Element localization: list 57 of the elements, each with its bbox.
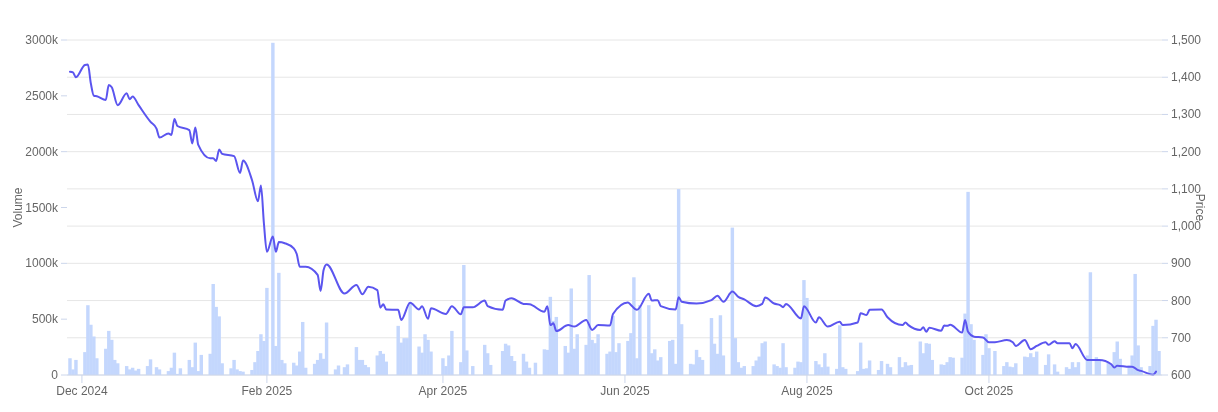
y-tick-label: 1500k (25, 200, 59, 215)
bar (638, 305, 642, 375)
y-tick-label: 2000k (25, 144, 59, 159)
y-tick-label: 0 (51, 368, 59, 382)
bar (265, 287, 269, 375)
y2-tick-label: 1,100 (1171, 181, 1202, 196)
bar (1154, 319, 1158, 375)
bar (781, 343, 785, 375)
y-tick-label: 2500k (25, 88, 59, 103)
x-tick-label: Oct 2025 (964, 384, 1014, 398)
y-tick-label: 3000k (25, 33, 59, 47)
y2-tick-label: 900 (1171, 256, 1192, 271)
bar (617, 343, 621, 375)
bar (74, 359, 78, 375)
bar (632, 277, 636, 375)
bar (211, 283, 215, 375)
bar (611, 315, 615, 375)
y2-tick-label: 600 (1171, 368, 1192, 382)
bar (462, 265, 466, 375)
bar (283, 363, 287, 375)
y2-tick-label: 1,300 (1171, 107, 1202, 122)
x-tick-label: Jun 2025 (600, 384, 650, 398)
y2-tick-label: 700 (1171, 330, 1192, 345)
bar (68, 358, 72, 375)
bar (408, 302, 412, 375)
bar (587, 275, 591, 375)
bar (647, 305, 651, 375)
x-tick-label: Aug 2025 (781, 384, 833, 398)
bar (823, 353, 827, 375)
bar (1005, 362, 1009, 375)
bar (232, 359, 236, 375)
bar (396, 325, 400, 375)
y-tick-label: 1000k (25, 256, 59, 271)
bar (966, 191, 970, 375)
bar (271, 42, 275, 375)
bar (1014, 363, 1018, 375)
bar (423, 334, 427, 375)
x-tick-label: Dec 2024 (56, 384, 108, 398)
bar (575, 334, 579, 375)
bar (441, 358, 445, 375)
bar (993, 350, 997, 375)
y2-tick-label: 1,200 (1171, 144, 1202, 159)
bar (86, 305, 90, 375)
y-tick-label: 500k (31, 312, 59, 327)
y2-tick-label: 1,400 (1171, 70, 1202, 85)
bar (450, 330, 454, 375)
y2-tick-label: 800 (1171, 293, 1192, 308)
y2-tick-label: 1,500 (1171, 33, 1202, 47)
x-tick-label: Apr 2025 (418, 384, 468, 398)
x-tick-label: Feb 2025 (241, 384, 293, 398)
y-axis-title: Volume (11, 187, 25, 228)
bar (596, 334, 600, 375)
bar (259, 334, 263, 375)
y2-axis-title: Price (1193, 193, 1207, 222)
line-series (68, 63, 1158, 376)
bar (277, 272, 281, 375)
bar (1133, 273, 1137, 375)
